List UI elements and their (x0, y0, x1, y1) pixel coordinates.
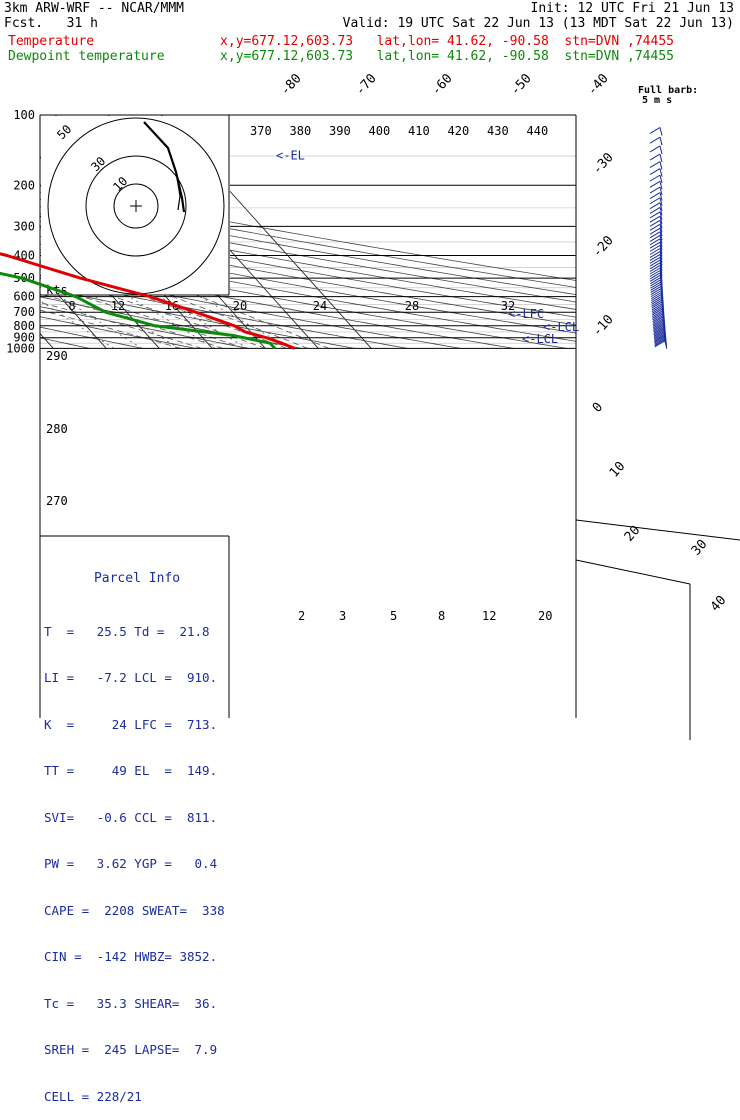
theta-label: 440 (527, 124, 549, 138)
isotherm-label: -30 (590, 150, 617, 177)
dry-adiabat-label: 280 (46, 422, 68, 436)
isotherm-label: 40 (708, 593, 730, 615)
isotherm-label: -60 (429, 71, 456, 98)
mixing-ratio-label: 5 (390, 609, 397, 623)
wind-barb-staff (650, 154, 660, 160)
isotherm-label: -50 (508, 71, 535, 98)
wind-barb-staff (650, 181, 660, 187)
speed-tick-label: 24 (313, 299, 327, 313)
level-marker: <-LFC (508, 307, 544, 321)
wind-barb-staff (650, 127, 660, 133)
wind-barb-staff (650, 260, 660, 266)
wind-barb (650, 162, 662, 170)
wind-barb (650, 146, 662, 154)
isotherm-label: -40 (585, 71, 612, 98)
wind-barb-flag (660, 137, 662, 145)
theta-label: 420 (448, 124, 470, 138)
wind-barb-staff (650, 245, 660, 251)
parcel-row: TT = 49 EL = 149. (44, 763, 230, 779)
wind-barb-flag (660, 162, 662, 170)
isotherm-label: -80 (278, 71, 305, 98)
wind-barb-staff (650, 235, 660, 241)
isotherm-label: -20 (590, 233, 617, 260)
parcel-info-panel: Parcel Info T = 25.5 Td = 21.8 LI = -7.2… (44, 540, 230, 1120)
parcel-row: SREH = 245 LAPSE= 7.9 (44, 1042, 230, 1058)
theta-label: 380 (290, 124, 312, 138)
mixing-ratio-label: 2 (298, 609, 305, 623)
wind-barb-staff (650, 137, 660, 143)
pressure-label: 1000 (6, 341, 35, 355)
wind-barb-staff (650, 249, 660, 255)
wind-barb-staff (650, 252, 660, 258)
parcel-row: K = 24 LFC = 713. (44, 717, 230, 733)
mixing-ratio-label: 12 (482, 609, 496, 623)
pressure-label: 700 (13, 305, 35, 319)
pressure-label: 200 (13, 178, 35, 192)
parcel-row: CELL = 228/21 (44, 1089, 230, 1105)
theta-label: 370 (250, 124, 272, 138)
mixing-ratio-label: 3 (339, 609, 346, 623)
wind-barb-staff (650, 254, 660, 260)
wind-barb (650, 127, 662, 135)
theta-label: 400 (369, 124, 391, 138)
isotherm-label: 30 (689, 537, 711, 559)
wind-barb (650, 154, 662, 162)
barb-legend-unit: 5 m s (642, 95, 672, 106)
dry-adiabat-label: 270 (46, 494, 68, 508)
speed-tick-label: 28 (405, 299, 419, 313)
wind-barb-staff (650, 162, 660, 168)
isotherm-label: 10 (607, 459, 629, 481)
parcel-info-title: Parcel Info (44, 571, 230, 587)
speed-tick-label: 12 (111, 299, 125, 313)
wind-barb-staff (650, 169, 660, 175)
parcel-row: SVI= -0.6 CCL = 811. (44, 810, 230, 826)
pressure-label: 300 (13, 219, 35, 233)
isotherm-label: 0 (590, 400, 606, 416)
isotherm-label: -70 (353, 71, 380, 98)
parcel-row: PW = 3.62 YGP = 0.4 (44, 856, 230, 872)
parcel-row: LI = -7.2 LCL = 910. (44, 670, 230, 686)
pressure-label: 100 (13, 108, 35, 122)
wind-barb-staff (650, 198, 660, 204)
wind-barb (650, 137, 662, 145)
wind-barb-flag (660, 154, 662, 162)
level-marker: <-EL (276, 148, 305, 162)
theta-label: 430 (487, 124, 509, 138)
speed-tick-label: 8 (68, 299, 75, 313)
wind-barb-staff (650, 257, 660, 263)
wind-barb-staff (650, 242, 660, 248)
speed-tick-label: 20 (233, 299, 247, 313)
mixing-ratio-label: 20 (538, 609, 552, 623)
theta-label: 390 (329, 124, 351, 138)
wind-barb-staff (650, 146, 660, 152)
parcel-row: Tc = 35.3 SHEAR= 36. (44, 996, 230, 1012)
level-marker: <-LCL (522, 332, 558, 346)
wind-barb-flag (660, 146, 662, 154)
wind-barb-staff (650, 175, 660, 181)
parcel-row: T = 25.5 Td = 21.8 (44, 624, 230, 640)
wind-barb-staff (650, 239, 660, 245)
isotherm-label: -10 (590, 312, 617, 339)
mixing-ratio-label: 8 (438, 609, 445, 623)
dry-adiabat-label: 290 (46, 349, 68, 363)
theta-label: 410 (408, 124, 430, 138)
edge-line (576, 560, 690, 584)
wind-barb-flag (660, 127, 662, 135)
parcel-row: CAPE = 2208 SWEAT= 338 (44, 903, 230, 919)
wind-barb-staff (650, 187, 660, 193)
pressure-label: 600 (13, 290, 35, 304)
wind-barb-staff (650, 193, 660, 199)
edge-line (576, 520, 740, 540)
parcel-row: CIN = -142 HWBZ= 3852. (44, 949, 230, 965)
